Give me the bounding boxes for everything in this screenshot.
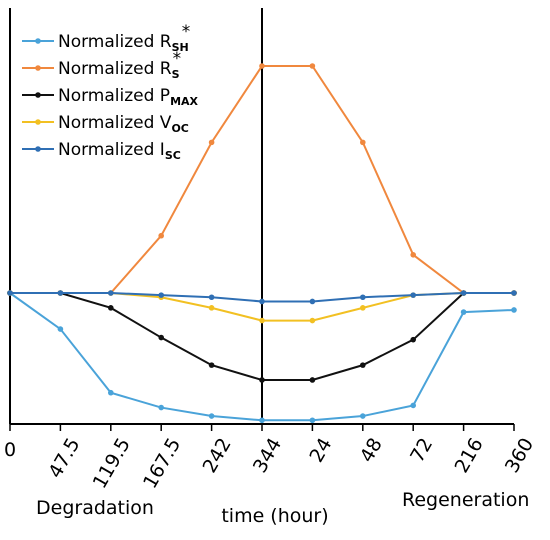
legend-label: Normalized ISC [58,140,181,162]
data-point [309,63,316,69]
data-point [57,326,64,332]
data-point [410,292,417,298]
data-point [208,139,215,146]
regeneration-annotation: Regeneration [402,489,529,511]
data-point [259,63,265,69]
legend-marker [35,65,41,71]
data-point [208,413,215,419]
data-point [511,307,517,313]
x-tick-label: 47.5 [44,434,84,482]
legend-item: Normalized PMAX [22,86,199,108]
data-point [511,290,517,296]
data-point [360,305,366,311]
data-point [410,252,417,258]
data-point [259,417,265,424]
data-point [208,362,215,368]
x-tick-label: 344 [249,434,286,476]
data-point [410,336,417,343]
data-point [360,362,366,368]
legend-marker [35,146,41,152]
legend-label: Normalized RS [58,59,180,81]
legend-marker [35,119,41,125]
legend-superscript: * [182,22,191,42]
data-point [460,290,467,296]
x-tick-label: 48 [356,434,387,466]
legend-item: Normalized RS* [22,49,181,81]
data-point [259,298,265,305]
x-tick-label: 24 [305,434,336,466]
data-point [208,294,215,301]
series-sc [7,290,517,305]
data-point [259,317,265,324]
x-tick-label: 242 [199,434,236,476]
x-tick-label: 119.5 [89,434,135,492]
x-tick-label: 167.5 [139,434,185,492]
degradation-annotation: Degradation [36,497,154,519]
data-point [208,305,215,311]
legend-item: Normalized RSH* [22,22,190,54]
data-point [7,290,13,296]
x-tick-label: 0 [4,439,16,461]
data-point [309,377,316,383]
legend-label: Normalized PMAX [58,86,199,108]
data-point [158,404,164,411]
data-point [108,305,114,311]
legend-label: Normalized VOC [58,113,189,135]
legend: Normalized RSH*Normalized RS*Normalized … [22,22,199,162]
legend-item: Normalized VOC [22,113,189,135]
legend-marker [35,38,41,44]
data-point [309,317,316,324]
data-point [360,413,366,419]
legend-superscript: * [173,49,182,69]
data-point [158,292,164,298]
x-tick-label: 216 [451,434,488,476]
legend-item: Normalized ISC [22,140,181,162]
data-point [360,139,366,146]
data-point [259,377,265,383]
data-point [57,290,64,296]
data-point [158,334,164,341]
series-group [7,63,517,424]
data-point [108,389,114,396]
data-point [158,232,164,239]
labels: time (hour) Degradation Regeneration [36,489,529,527]
data-point [108,290,114,296]
x-axis-title: time (hour) [221,505,328,527]
legend-marker [35,92,41,98]
legend-label: Normalized RSH [58,32,189,54]
x-tick-label: 72 [406,434,437,466]
data-point [360,294,366,301]
data-point [460,309,467,315]
data-point [309,298,316,305]
data-point [410,402,417,409]
data-point [309,417,316,424]
x-tick-label: 360 [501,434,538,476]
